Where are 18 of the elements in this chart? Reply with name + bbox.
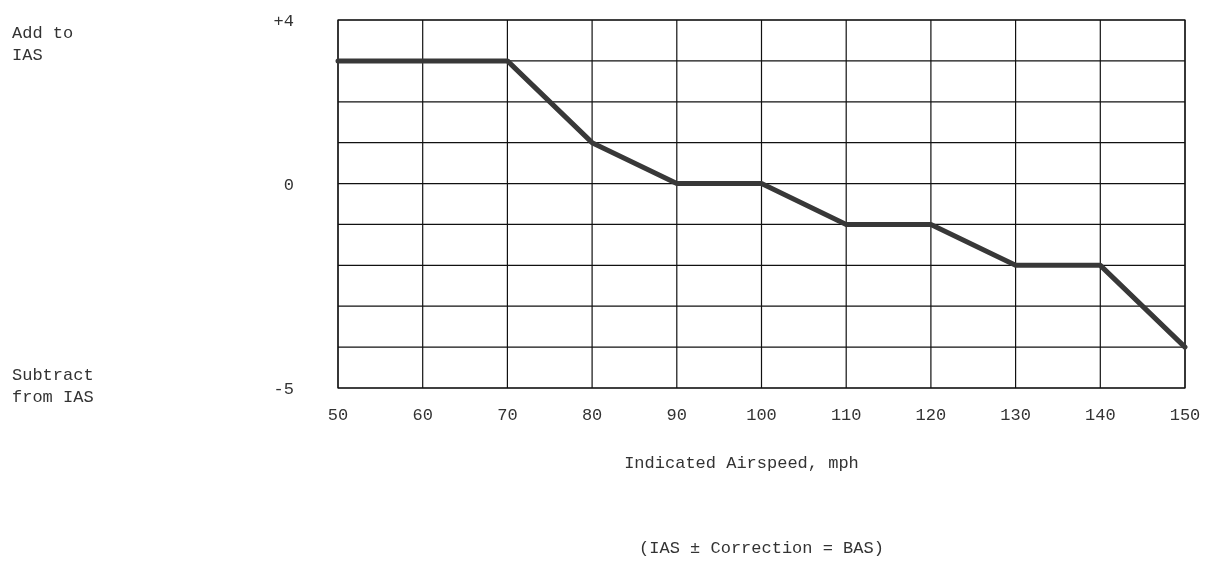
y-tick-label: -5 [273,380,294,399]
y-tick-label: 0 [283,175,294,195]
x-tick-label: 110 [830,406,862,425]
x-tick-label: 130 [1000,406,1031,425]
x-tick-label: 50 [327,406,349,425]
text: Add to IAS [12,24,74,65]
y-tick-label: +4 [273,12,294,31]
x-tick-label: 140 [1085,406,1116,425]
x-axis-title: Indicated Airspeed, mph [624,454,859,473]
text: (IAS ± Correction = BAS) [639,539,884,558]
x-tick-label: 60 [412,406,433,425]
x-tick-label: 90 [666,406,687,425]
x-tick-label: 80 [581,406,603,425]
x-tick-label: 120 [915,406,947,425]
x-tick-label: 70 [497,406,518,425]
text: Subtract from IAS [12,366,94,407]
x-tick-label: 100 [746,406,777,425]
x-tick-label: 150 [1169,406,1201,425]
